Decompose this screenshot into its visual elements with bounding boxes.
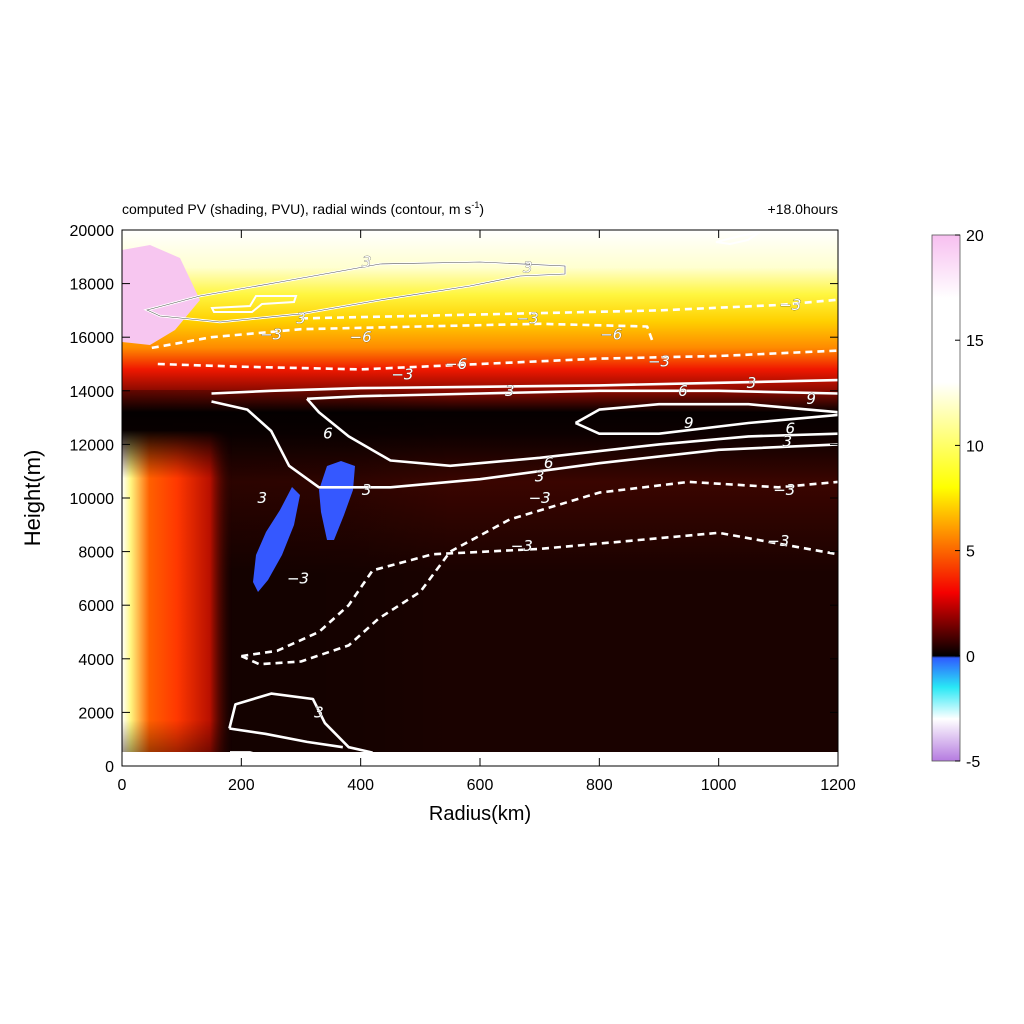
x-tick-label: 200: [228, 777, 255, 794]
pv-negative-blob-1: [253, 487, 300, 592]
colorbar-ticks: -5 0 5 10 15 20: [955, 228, 984, 771]
contour-pos3: [229, 727, 343, 749]
contour-label: 3: [523, 259, 533, 277]
contour-label: −3: [517, 309, 539, 327]
contour-label: 6: [785, 419, 795, 437]
contour-label: 6: [678, 382, 688, 400]
colorbar-tick-label: -5: [966, 754, 980, 771]
contour-pos9: [574, 413, 838, 435]
y-tick-label: 0: [105, 759, 114, 776]
x-tick-label: 600: [467, 777, 494, 794]
contour-label: 9: [806, 390, 816, 408]
colorbar-tick-label: 0: [966, 649, 975, 666]
y-tick-label: 20000: [70, 223, 115, 240]
contour-label: 3: [362, 253, 372, 271]
contour-label: 6: [544, 454, 554, 472]
contour-label: −3: [779, 296, 801, 314]
x-tick-label: 1000: [701, 777, 737, 794]
y-axis-label: Height(m): [20, 450, 45, 547]
contour-pos3: [211, 378, 838, 395]
contour-pos3: [228, 692, 373, 754]
contour-thin-1-edge: [146, 261, 566, 323]
contour-pos6: [306, 397, 838, 468]
contour-label: −3: [529, 489, 551, 507]
x-axis: 0 200 400 600 800 1000 1200: [118, 230, 856, 794]
contour-neg3: [240, 480, 838, 666]
y-tick-label: 2000: [78, 705, 114, 722]
colorbar: -5 0 5 10 15 20: [931, 228, 984, 771]
contour-label: −3: [773, 481, 795, 499]
y-tick-label: 18000: [70, 277, 115, 294]
y-tick-label: 6000: [78, 598, 114, 615]
contour-neg3: [300, 298, 838, 320]
y-tick-label: 10000: [70, 491, 115, 508]
contour-label: 3: [783, 433, 793, 451]
contour-label: −3: [391, 366, 413, 384]
contour-label: 3: [296, 309, 306, 327]
contour-label: 3: [505, 382, 515, 400]
y-tick-label: 16000: [70, 330, 115, 347]
colorbar-tick-label: 5: [966, 544, 975, 561]
pv-core-column: [122, 430, 232, 752]
pv-negative-blob-2: [319, 461, 355, 540]
contour-label: −3: [511, 537, 533, 555]
contour-label: −6: [600, 326, 622, 344]
contour-thin-4: [169, 751, 321, 761]
x-tick-label: 1200: [820, 777, 856, 794]
contour-pos9: [574, 402, 838, 425]
y-tick-label: 4000: [78, 652, 114, 669]
y-tick-label: 8000: [78, 545, 114, 562]
contour-pos3: [211, 400, 838, 489]
contour-label: 3: [314, 703, 324, 721]
contour-neg6: [151, 322, 655, 350]
chart-title: computed PV (shading, PVU), radial winds…: [122, 200, 484, 217]
colorbar-tick-label: 10: [966, 438, 984, 455]
contour-label: −6: [445, 355, 467, 373]
time-label: +18.0hours: [768, 201, 838, 217]
contour-thin-2: [210, 295, 298, 313]
contour-label: 3: [257, 489, 267, 507]
x-tick-label: 400: [347, 777, 374, 794]
colorbar-gradient: [931, 234, 961, 762]
contour-label: −3: [648, 352, 670, 370]
contour-label: 3: [535, 468, 545, 486]
y-tick-label: 12000: [70, 437, 115, 454]
contour-lines: [151, 298, 838, 754]
contour-label: 6: [323, 425, 333, 443]
colorbar-tick-label: 20: [966, 228, 984, 245]
contour-label: −3: [767, 532, 789, 550]
contour-thin-3: [715, 231, 761, 246]
y-tick-label: 14000: [70, 384, 115, 401]
colorbar-tick-label: 15: [966, 333, 984, 350]
contour-label: 9: [684, 414, 694, 432]
x-axis-label: Radius(km): [429, 803, 531, 825]
x-tick-label: 800: [586, 777, 613, 794]
y-axis: 0 2000 4000 6000 8000 10000 12000 14000 16000 180…: [70, 223, 838, 776]
contour-label: 3: [747, 374, 757, 392]
x-tick-label: 0: [118, 777, 127, 794]
contour-label: −6: [350, 328, 372, 346]
pv-high-region: [122, 245, 200, 345]
contour-neg3: [241, 531, 838, 658]
contour-label: −3: [260, 326, 282, 344]
contour-pos6: [306, 389, 838, 401]
contour-label: −3: [287, 569, 309, 587]
contour-label: 3: [362, 481, 372, 499]
